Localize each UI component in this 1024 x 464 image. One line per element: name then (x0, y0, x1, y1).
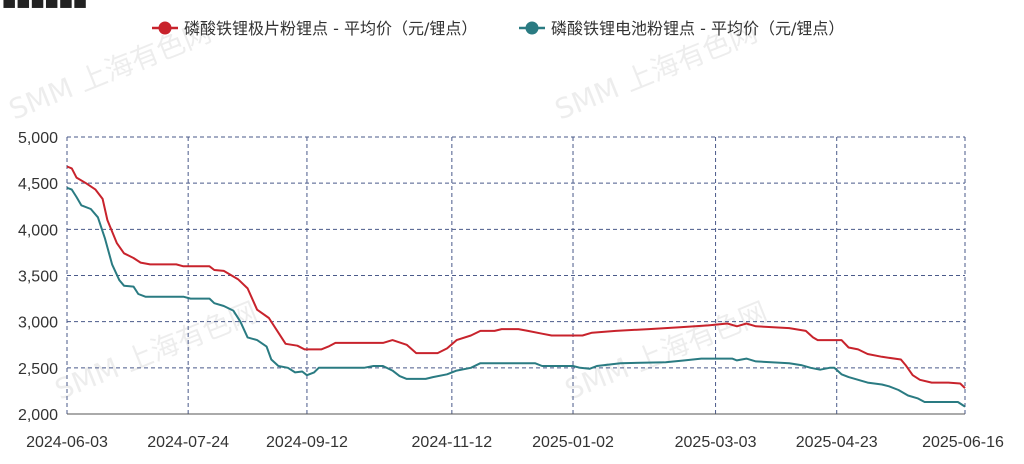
x-axis-ticks: 2024-06-03 2024-07-24 2024-09-12 2024-11-12… (26, 434, 1004, 451)
x-tick-label: 2025-04-23 (796, 434, 878, 451)
y-tick-label: 2,500 (18, 361, 58, 378)
series-line-2 (66, 186, 966, 408)
cropped-title: ■■■■■■ (2, 0, 87, 10)
y-tick-label: 3,500 (18, 269, 58, 286)
y-tick-label: 3,000 (18, 315, 58, 332)
x-tick-label: 2024-06-03 (26, 434, 108, 451)
x-tick-label: 2025-01-02 (532, 434, 614, 451)
x-tick-label: 2024-09-12 (266, 434, 348, 451)
y-tick-label: 4,000 (18, 222, 58, 239)
legend: 磷酸铁锂极片粉锂点 - 平均价（元/锂点） 磷酸铁锂电池粉锂点 - 平均价（元/锂… (152, 19, 844, 38)
legend-label: 磷酸铁锂极片粉锂点 - 平均价（元/锂点） (184, 19, 477, 38)
x-tick-label: 2024-11-12 (412, 434, 493, 451)
svg-text:■■■■■■: ■■■■■■ (2, 0, 87, 10)
y-tick-label: 5,000 (18, 130, 58, 147)
y-tick-label: 4,500 (18, 176, 58, 193)
y-axis-ticks: 5,000 4,500 4,000 3,500 3,000 2,500 2,000 (18, 130, 58, 424)
x-tick-label: 2024-07-24 (147, 434, 229, 451)
y-tick-label: 2,000 (18, 407, 58, 424)
legend-item-1: 磷酸铁锂极片粉锂点 - 平均价（元/锂点） (152, 19, 477, 38)
legend-label: 磷酸铁锂电池粉锂点 - 平均价（元/锂点） (551, 19, 844, 38)
legend-marker (158, 21, 172, 35)
gridlines (66, 136, 966, 415)
x-tick-label: 2025-06-16 (922, 434, 1004, 451)
watermark-text: SMM 上海有色网 (50, 295, 262, 406)
series-lines (66, 165, 966, 408)
legend-item-2: 磷酸铁锂电池粉锂点 - 平均价（元/锂点） (519, 19, 844, 38)
x-tick-label: 2025-03-03 (675, 434, 757, 451)
series-line-1 (66, 165, 966, 389)
watermark-text: SMM 上海有色网 (560, 295, 772, 406)
legend-marker (525, 21, 539, 35)
